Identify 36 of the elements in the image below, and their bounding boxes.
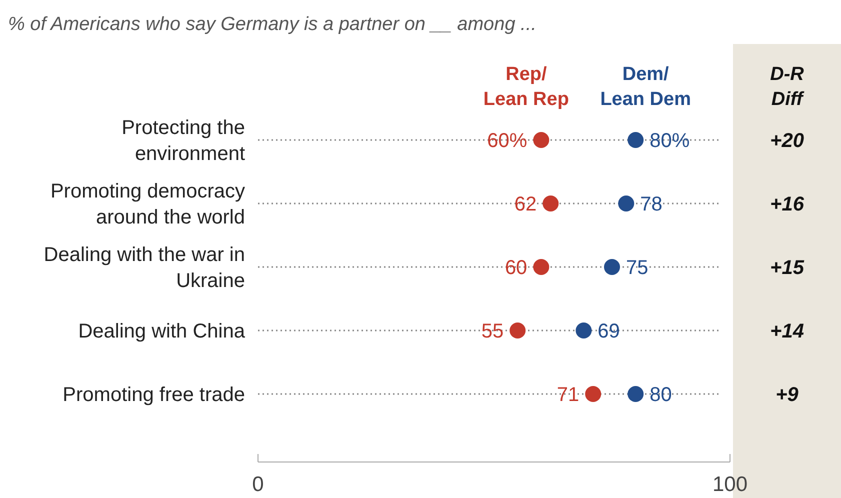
text: +20 <box>770 130 804 152</box>
point <box>510 322 526 338</box>
point <box>618 196 634 212</box>
text: Dem/Lean Dem <box>600 64 692 110</box>
y-tick-label: Promoting democracy around the world <box>50 180 245 228</box>
point <box>542 196 559 212</box>
data-label: 71 <box>556 384 580 406</box>
data-label: 69 <box>598 320 620 342</box>
text: +15 <box>770 257 805 279</box>
point <box>628 132 644 148</box>
series-label: Rep/Lean Rep <box>483 64 569 110</box>
text: D-R Diff <box>770 64 804 110</box>
point <box>604 259 620 275</box>
data-label: 55 <box>481 320 504 342</box>
point <box>533 132 550 148</box>
data-label: 80% <box>650 130 690 152</box>
text: +16 <box>770 194 805 216</box>
data-label: 60% <box>487 130 528 152</box>
point <box>628 386 644 402</box>
x-tick-label: 100 <box>712 472 748 496</box>
x-tick-label: 0 <box>252 472 264 496</box>
point <box>576 322 592 338</box>
y-tick-label: Dealing with the war in Ukraine <box>44 244 245 292</box>
y-tick-label: Dealing with China <box>78 320 246 342</box>
chart-title: % of Americans who say Germany is a partner on __ among ... <box>8 14 536 35</box>
point <box>585 386 602 402</box>
data-label: 75 <box>626 257 648 279</box>
text: +9 <box>776 384 800 406</box>
data-label: 62 <box>514 194 537 216</box>
text: +14 <box>770 320 804 342</box>
y-tick-label: Protecting the environment <box>122 117 246 165</box>
data-label: 78 <box>640 194 662 216</box>
y-tick-label: Promoting free trade <box>62 384 245 406</box>
point <box>533 259 550 275</box>
data-label: 80 <box>650 384 672 406</box>
data-label: 60 <box>504 257 528 279</box>
